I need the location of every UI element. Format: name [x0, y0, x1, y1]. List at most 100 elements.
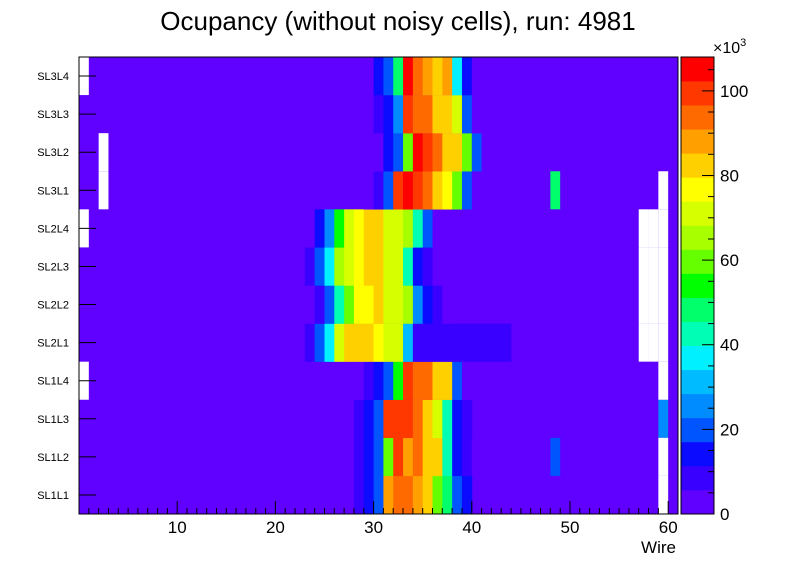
- colorbar-tick-label: 40: [720, 336, 739, 355]
- color-scale-bar: 0 20 40 60 80 100: [680, 56, 748, 524]
- heatmap-cell: [304, 247, 316, 286]
- y-tick-label: SL3L1: [37, 185, 69, 197]
- heatmap-cell: [383, 247, 394, 286]
- heatmap-cell: [461, 437, 473, 477]
- heatmap-cell: [422, 57, 433, 96]
- heatmap-cell: [344, 437, 355, 477]
- y-tick-label: SL2L2: [37, 300, 69, 312]
- heatmap-cell: [432, 285, 443, 324]
- heatmap-cell: [314, 323, 325, 362]
- heatmap-cell: [393, 475, 404, 515]
- heatmap-cell: [432, 475, 443, 515]
- colorbar-segment: [681, 201, 714, 226]
- heatmap-cell: [422, 323, 433, 362]
- x-axis-label: Wire: [641, 538, 676, 557]
- heatmap-cell: [393, 361, 404, 400]
- colorbar-tick-label: 20: [720, 420, 739, 439]
- heatmap-cell: [334, 323, 345, 362]
- heatmap-empty-cell: [648, 285, 659, 324]
- heatmap-cell: [304, 209, 316, 248]
- colorbar-exponent-label: ×103: [713, 37, 746, 57]
- heatmap-cell: [452, 361, 463, 400]
- colorbar-segment: [681, 441, 714, 467]
- heatmap-cell: [393, 171, 404, 210]
- heatmap-cell: [442, 323, 453, 362]
- heatmap-cell: [314, 285, 325, 324]
- heatmap-cell: [471, 323, 483, 362]
- heatmap-cell: [393, 95, 404, 134]
- heatmap-cell: [324, 247, 335, 286]
- heatmap-cell: [471, 171, 483, 210]
- heatmap-cell: [373, 285, 384, 324]
- heatmap-cell: [412, 95, 424, 134]
- heatmap-cell: [363, 323, 374, 362]
- heatmap-cell: [393, 209, 404, 248]
- heatmap-cell: [422, 361, 433, 400]
- heatmap-empty-cell: [658, 437, 669, 476]
- colorbar-segment: [681, 297, 714, 322]
- heatmap-cell: [403, 361, 414, 400]
- heatmap-cell: [432, 437, 443, 477]
- chart-title: Ocupancy (without noisy cells), run: 498…: [160, 6, 635, 36]
- heatmap-cell: [461, 361, 473, 400]
- heatmap-cell: [403, 57, 414, 96]
- heatmap-cell: [353, 285, 365, 324]
- heatmap-cell: [452, 399, 463, 439]
- x-tick-label: 60: [659, 518, 678, 537]
- heatmap-cell: [393, 437, 404, 477]
- heatmap-cell: [432, 57, 443, 96]
- heatmap-cell: [412, 57, 424, 96]
- heatmap-cell: [422, 247, 433, 286]
- heatmap-cell: [412, 247, 424, 286]
- heatmap-cell: [344, 475, 355, 515]
- heatmap-empty-cell: [658, 361, 669, 400]
- heatmap-cell: [373, 361, 384, 400]
- heatmap-cell: [452, 171, 463, 210]
- heatmap-cell: [353, 437, 365, 477]
- heatmap-empty-cell: [98, 171, 109, 210]
- heatmap-cell: [403, 285, 414, 324]
- heatmap-cell: [422, 171, 433, 210]
- x-axis: 10 20 30 40 50 60: [88, 501, 679, 537]
- heatmap-empty-cell: [648, 209, 659, 248]
- heatmap-cell: [334, 247, 345, 286]
- heatmap-cell: [304, 285, 316, 324]
- colorbar-tick-label: 0: [720, 505, 729, 524]
- heatmap-cell: [442, 57, 453, 96]
- heatmap-cell: [422, 133, 433, 172]
- heatmap-cell: [491, 323, 502, 362]
- heatmap-cell: [334, 209, 345, 248]
- heatmap-cell: [324, 323, 335, 362]
- heatmap-cells: [79, 57, 678, 515]
- heatmap-cell: [422, 209, 433, 248]
- heatmap-cell: [432, 209, 443, 248]
- heatmap-cell: [501, 323, 512, 362]
- heatmap-cell: [363, 285, 374, 324]
- y-tick-label: SL2L3: [37, 262, 69, 274]
- heatmap-cell: [403, 399, 414, 439]
- heatmap-cell: [432, 171, 443, 210]
- heatmap-cell: [412, 285, 424, 324]
- heatmap-cell: [295, 323, 306, 362]
- heatmap-cell: [442, 475, 453, 515]
- heatmap-cell: [461, 171, 473, 210]
- heatmap-cell: [373, 95, 384, 134]
- heatmap-empty-cell: [98, 133, 109, 172]
- heatmap-cell: [383, 323, 394, 362]
- heatmap-cell: [658, 399, 669, 438]
- heatmap-cell: [373, 399, 384, 439]
- heatmap-cell: [412, 399, 424, 439]
- colorbar-segment: [681, 249, 714, 274]
- colorbar-segment: [681, 369, 714, 395]
- heatmap-cell: [412, 209, 424, 248]
- heatmap-cell: [452, 95, 463, 134]
- y-tick-label: SL2L4: [37, 223, 69, 235]
- heatmap-empty-cell: [638, 209, 649, 248]
- heatmap-cell: [461, 57, 473, 96]
- heatmap-empty-cell: [648, 323, 659, 362]
- heatmap-cell: [383, 133, 394, 172]
- heatmap-cell: [363, 247, 374, 286]
- heatmap-cell: [373, 247, 384, 286]
- x-tick-label: 40: [462, 518, 481, 537]
